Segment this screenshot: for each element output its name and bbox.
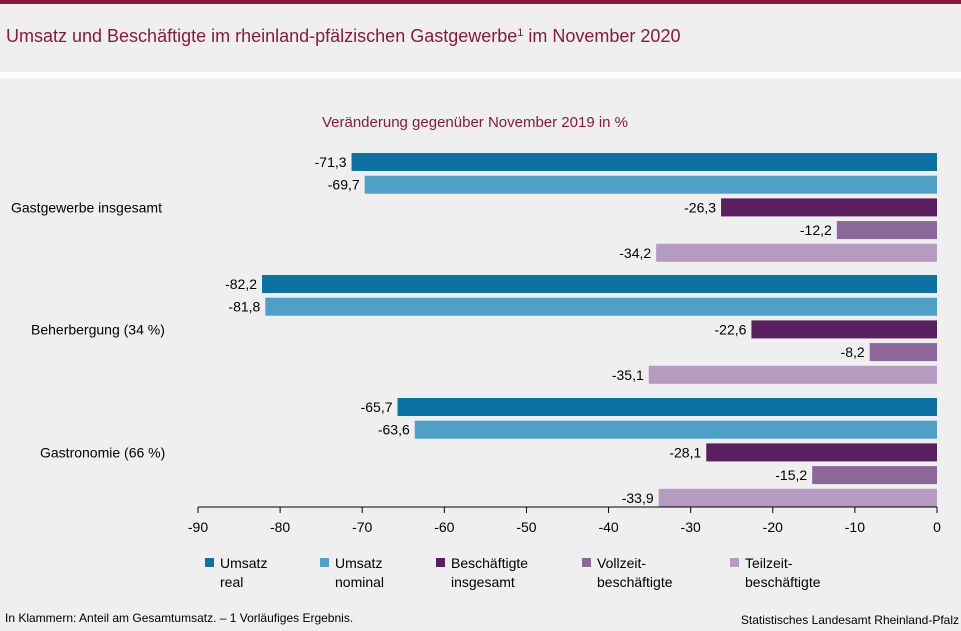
data-label: -12,2	[800, 222, 832, 238]
bar	[869, 343, 937, 362]
data-label: -28,1	[669, 444, 701, 460]
data-label: -65,7	[361, 399, 393, 415]
legend-swatch	[320, 558, 329, 567]
x-tick-label: -30	[681, 519, 701, 535]
data-label: -71,3	[315, 154, 347, 170]
legend-swatch	[436, 558, 445, 567]
legend-label: Beschäftigte	[451, 555, 528, 571]
legend-label: Vollzeit-	[597, 555, 646, 571]
bar	[262, 275, 938, 293]
bar	[397, 398, 937, 416]
x-tick-label: -20	[763, 519, 783, 535]
x-tick-label: -70	[352, 519, 372, 535]
x-tick-label: -50	[516, 519, 536, 535]
chart-subtitle: Veränderung gegenüber November 2019 in %	[322, 114, 628, 131]
bar	[648, 365, 937, 384]
data-label: -26,3	[684, 199, 716, 215]
legend-label: Teilzeit-	[745, 555, 793, 571]
bar	[265, 297, 937, 316]
source-note: Statistisches Landesamt Rheinland-Pfalz	[740, 613, 959, 627]
bar	[414, 420, 938, 439]
title-footnote-marker: 1	[517, 27, 524, 39]
x-tick-label: 0	[933, 519, 941, 535]
legend-label: real	[220, 574, 243, 590]
category-label: Gastronomie (66 %)	[40, 444, 165, 460]
bar	[751, 320, 937, 339]
bar	[656, 243, 937, 262]
x-tick-label: -40	[598, 519, 618, 535]
legend-swatch	[205, 558, 214, 567]
data-label: -15,2	[775, 467, 807, 483]
category-label: Gastgewerbe insgesamt	[11, 199, 162, 215]
legend-swatch	[582, 558, 591, 567]
bar	[351, 153, 937, 171]
top-accent-bar	[0, 0, 961, 4]
data-label: -22,6	[715, 321, 747, 337]
title-text: Umsatz und Beschäftigte im rheinland-pfä…	[6, 26, 518, 46]
data-label: -82,2	[225, 276, 257, 292]
footnote: In Klammern: Anteil am Gesamtumsatz. – 1…	[5, 611, 354, 625]
bar	[658, 488, 937, 507]
bar	[836, 221, 937, 240]
page-title: Umsatz und Beschäftigte im rheinland-pfä…	[6, 26, 680, 47]
legend-swatch	[730, 558, 739, 567]
data-label: -63,6	[378, 422, 410, 438]
data-label: -35,1	[612, 367, 644, 383]
legend-label: insgesamt	[451, 574, 515, 590]
data-label: -8,2	[841, 344, 865, 360]
bar	[721, 198, 937, 217]
data-label: -33,9	[622, 490, 654, 506]
data-label: -34,2	[619, 245, 651, 261]
bar	[706, 443, 937, 462]
x-tick-label: -90	[188, 519, 208, 535]
x-tick-label: -60	[434, 519, 454, 535]
legend-label: beschäftigte	[745, 574, 821, 590]
category-label: Beherbergung (34 %)	[31, 321, 165, 337]
x-tick-label: -10	[845, 519, 865, 535]
title-separator	[0, 72, 961, 78]
data-label: -69,7	[328, 177, 360, 193]
legend-label: beschäftigte	[597, 574, 673, 590]
x-tick-label: -80	[270, 519, 290, 535]
data-label: -81,8	[228, 299, 260, 315]
title-suffix: im November 2020	[523, 26, 681, 46]
legend-label: nominal	[335, 574, 384, 590]
legend-label: Umsatz	[335, 555, 382, 571]
bar	[364, 175, 937, 194]
legend-label: Umsatz	[220, 555, 267, 571]
bar	[812, 466, 937, 485]
